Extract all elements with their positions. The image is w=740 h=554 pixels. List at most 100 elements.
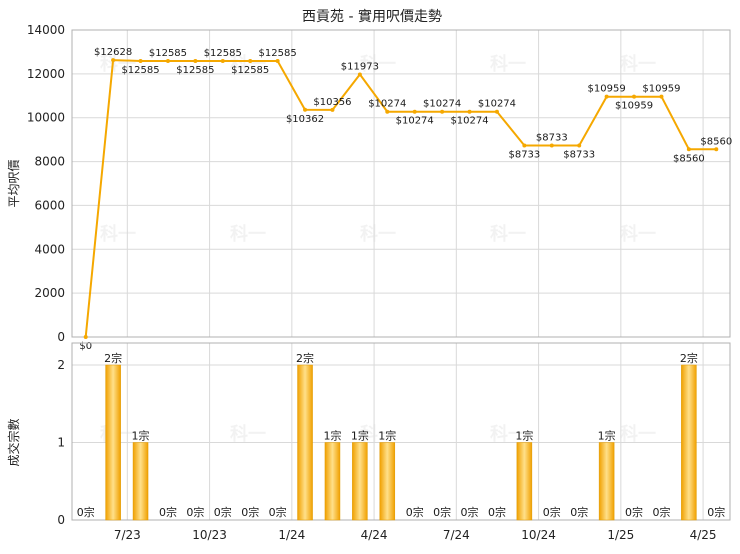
watermark-text: 科一 <box>230 423 266 445</box>
y-axis-title: 平均呎價 <box>7 159 21 207</box>
y-axis-title: 成交宗數 <box>6 418 21 466</box>
price-data-label: $10959 <box>642 84 680 95</box>
price-data-label: $12585 <box>204 48 242 59</box>
price-point <box>248 59 253 64</box>
price-data-label: $10274 <box>368 99 406 110</box>
watermark-text: 科一 <box>360 423 396 445</box>
transaction-bar <box>297 364 313 521</box>
y-tick-label: 0 <box>57 513 65 527</box>
price-point <box>111 58 116 63</box>
price-point <box>522 143 527 148</box>
transaction-bar <box>324 442 341 521</box>
price-point <box>686 147 691 152</box>
price-line-chart: 0 2000 4000 6000 8000 10000 12000 14000 $0 $12628… <box>7 23 732 352</box>
y-tick-label: 12000 <box>27 67 65 81</box>
watermark-text: 科一 <box>490 223 526 245</box>
bar-data-label: 1宗 <box>515 429 533 443</box>
price-data-label: $8560 <box>700 136 732 147</box>
x-tick-label: 7/24 <box>443 528 470 542</box>
price-data-label: $10356 <box>313 97 351 108</box>
watermark-text: 科一 <box>360 53 396 75</box>
watermark-text: 科一 <box>360 223 396 245</box>
y-tick-label: 2000 <box>34 286 65 300</box>
watermark-text: 科一 <box>490 53 526 75</box>
x-tick-label: 10/24 <box>521 528 556 542</box>
y-tick-label: 10000 <box>27 111 65 125</box>
y-tick-label: 8000 <box>34 155 65 169</box>
bar-data-label: 0宗 <box>707 505 725 519</box>
price-point <box>494 109 499 114</box>
price-point <box>303 107 308 112</box>
bar-data-label: 1宗 <box>351 429 369 443</box>
transaction-bar-chart: 0 1 2 7/23 10/23 1/24 4/24 7/24 10/24 1/25 4/25 0宗 2… <box>6 342 731 542</box>
y-tick-label: 14000 <box>27 23 65 37</box>
watermark-text: 科一 <box>620 223 656 245</box>
price-point <box>193 59 198 64</box>
price-data-label: $10274 <box>450 116 488 127</box>
price-point <box>330 107 335 112</box>
x-tick-label: 10/23 <box>192 528 227 542</box>
price-data-label: $12585 <box>121 65 159 76</box>
bar-data-label: 2宗 <box>296 351 314 365</box>
bar-data-label: 0宗 <box>570 505 588 519</box>
price-data-label: $12585 <box>149 48 187 59</box>
chart-title: 西貢苑 - 實用呎價走勢 <box>302 8 442 25</box>
bar-data-label: 0宗 <box>461 505 479 519</box>
watermark-text: 科一 <box>230 223 266 245</box>
price-point <box>138 59 143 64</box>
price-data-label: $10274 <box>396 116 434 127</box>
x-tick-label: 4/24 <box>361 528 388 542</box>
x-tick-label: 4/25 <box>690 528 717 542</box>
plot-frame <box>71 342 731 521</box>
watermark-text: 科一 <box>100 223 136 245</box>
transaction-bar <box>352 442 368 521</box>
bar-data-label: 0宗 <box>625 505 643 519</box>
price-data-label: $10274 <box>423 99 461 110</box>
bar-data-label: 0宗 <box>488 505 506 519</box>
price-point <box>275 59 280 64</box>
transaction-bar <box>516 442 533 521</box>
x-tick-label: 1/24 <box>278 528 305 542</box>
bar-data-label: 0宗 <box>241 505 259 519</box>
bar-data-label: 0宗 <box>406 505 424 519</box>
y-tick-label: 6000 <box>34 198 65 212</box>
price-data-label: $12585 <box>259 48 297 59</box>
watermark-text: 科一 <box>620 53 656 75</box>
bar-data-label: 0宗 <box>159 505 177 519</box>
price-point <box>714 147 719 152</box>
price-data-label: $8733 <box>508 149 540 160</box>
price-data-label: $8560 <box>673 153 705 164</box>
transaction-bar <box>132 442 149 521</box>
bar-data-label: 2宗 <box>680 351 698 365</box>
price-data-label: $12585 <box>176 65 214 76</box>
bar-data-label: 1宗 <box>132 429 150 443</box>
price-point <box>220 59 225 64</box>
y-tick-label: 4000 <box>34 242 65 256</box>
price-point <box>165 59 170 64</box>
plot-frame <box>71 29 731 338</box>
price-point <box>549 143 554 148</box>
price-data-label: $8733 <box>563 149 595 160</box>
bar-data-label: 0宗 <box>543 505 561 519</box>
price-data-label: $12585 <box>231 65 269 76</box>
price-point <box>577 143 582 148</box>
price-point <box>83 335 88 339</box>
y-tick-label: 1 <box>57 436 65 450</box>
price-point <box>440 109 445 114</box>
price-data-label: $12628 <box>94 47 132 58</box>
price-data-label: $8733 <box>536 132 568 143</box>
price-data-label: $10362 <box>286 114 324 125</box>
transaction-bar <box>379 442 396 521</box>
bar-data-label: 0宗 <box>269 505 287 519</box>
price-point <box>604 94 609 99</box>
price-series-line <box>84 59 717 338</box>
price-data-label: $10959 <box>588 84 626 95</box>
x-tick-label: 1/25 <box>607 528 634 542</box>
bar-data-label: 0宗 <box>214 505 232 519</box>
price-data-label: $10959 <box>615 101 653 112</box>
bar-data-label: 0宗 <box>77 505 95 519</box>
bar-data-label: 0宗 <box>652 505 670 519</box>
bar-data-label: 1宗 <box>378 429 396 443</box>
